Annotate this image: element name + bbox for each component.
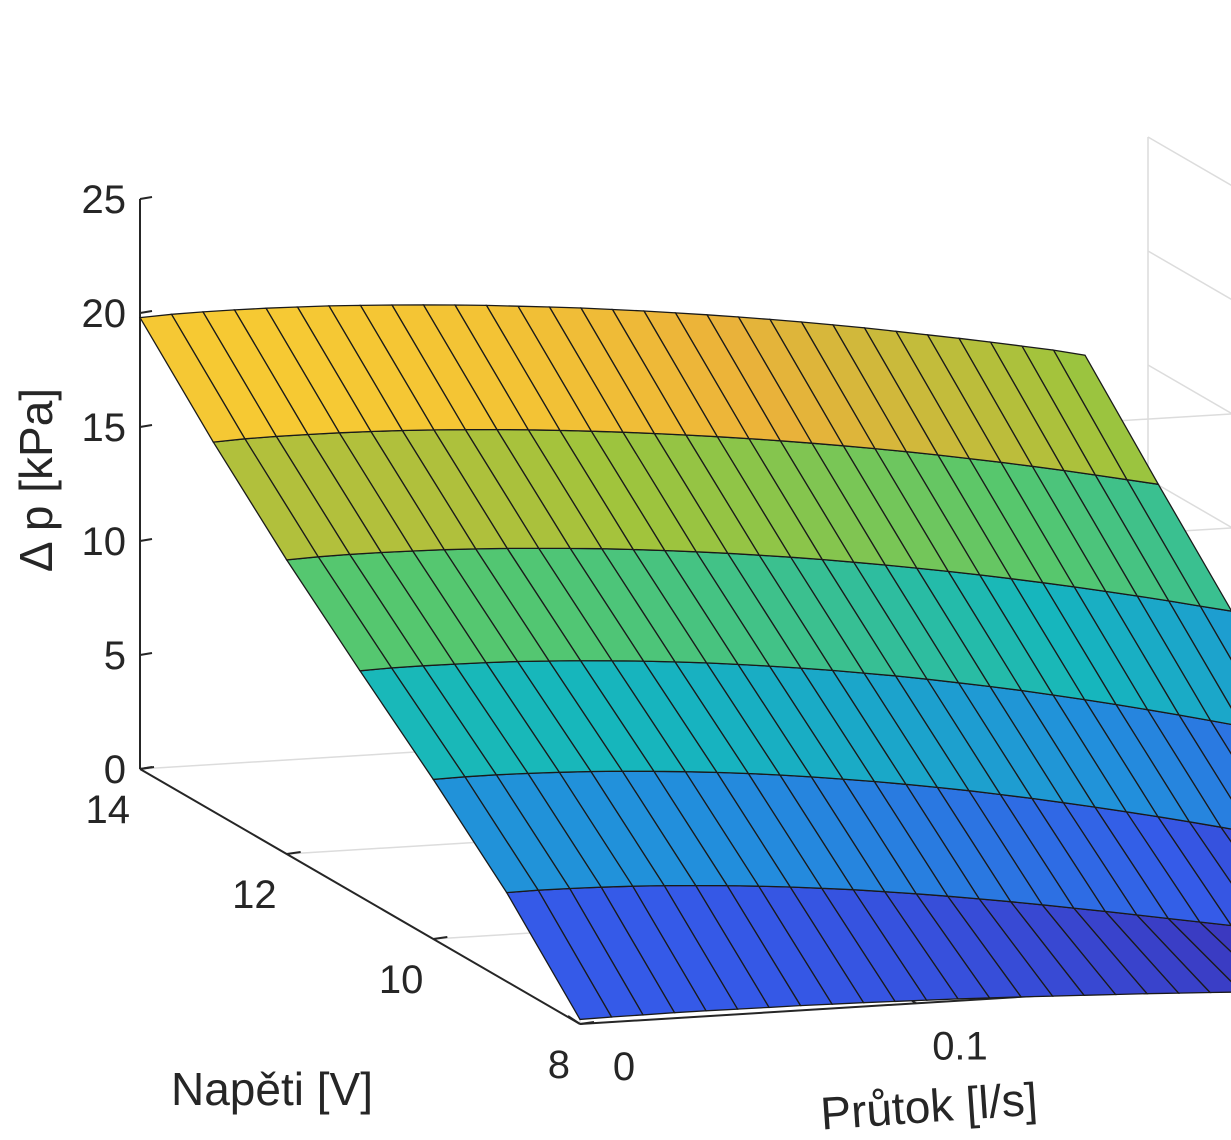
z-tick-mark xyxy=(139,652,153,656)
z-tick-mark xyxy=(139,310,153,314)
x-axis-label: Průtok [l/s] xyxy=(819,1073,1039,1140)
y-tick-label: 10 xyxy=(379,958,424,1002)
y-tick-label: 14 xyxy=(86,788,131,832)
z-tick-mark xyxy=(139,538,153,542)
z-tick-mark xyxy=(139,424,153,428)
grid-line xyxy=(1147,136,1231,186)
z-axis-label: Δ p [kPa] xyxy=(10,388,62,572)
z-tick-label: 20 xyxy=(82,292,127,336)
y-axis-line xyxy=(139,768,581,1025)
y-tick-label: 8 xyxy=(548,1043,570,1087)
z-tick-label: 10 xyxy=(82,520,127,564)
y-tick-mark xyxy=(139,766,155,770)
surface xyxy=(138,304,1231,1021)
z-tick-label: 15 xyxy=(82,406,127,450)
z-tick-label: 5 xyxy=(104,634,126,678)
grid-line xyxy=(1147,478,1231,528)
z-tick-mark xyxy=(139,196,153,200)
x-tick-label: 0.1 xyxy=(932,1024,988,1068)
z-tick-label: 25 xyxy=(82,178,127,222)
y-axis-label: Napěti [V] xyxy=(171,1063,373,1115)
x-tick-mark xyxy=(567,1015,581,1025)
y-tick-label: 12 xyxy=(232,873,277,917)
x-tick-label: 0 xyxy=(613,1045,635,1089)
grid-line xyxy=(1147,364,1231,414)
y-tick-mark xyxy=(433,936,448,940)
z-tick-label: 0 xyxy=(104,748,126,792)
y-tick-mark xyxy=(579,1021,595,1025)
y-tick-mark xyxy=(286,851,301,855)
surface-face xyxy=(138,313,246,443)
grid-line xyxy=(1147,250,1231,300)
